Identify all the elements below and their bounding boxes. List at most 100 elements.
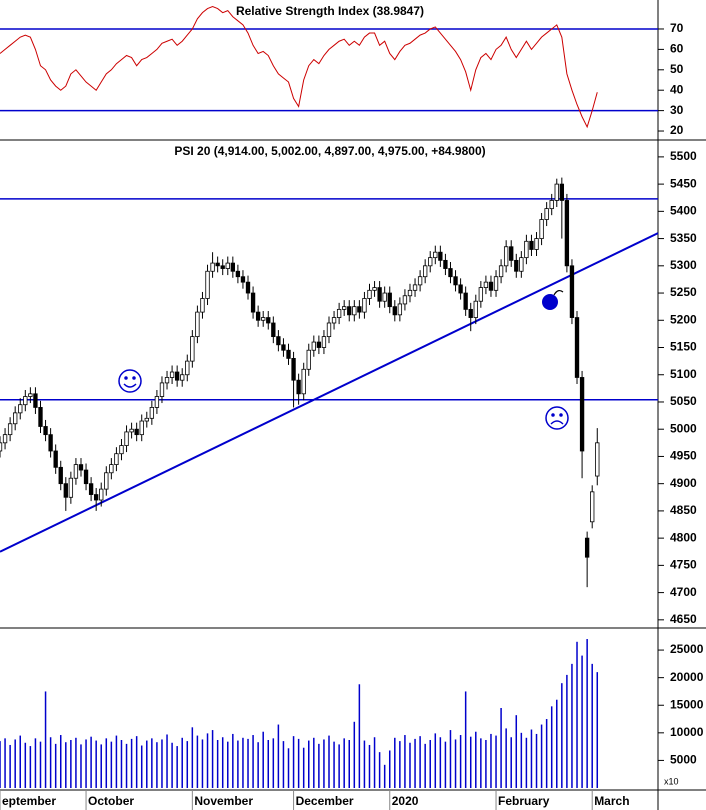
- candle-body: [377, 287, 382, 302]
- candle-body: [164, 377, 170, 384]
- candle-body: [453, 276, 458, 286]
- y-tick-label: 20: [670, 123, 684, 137]
- candle-body: [119, 445, 124, 455]
- volume-bar: [490, 733, 492, 788]
- candle-body: [235, 270, 241, 278]
- volume-bar: [24, 742, 27, 788]
- volume-bar: [151, 738, 153, 788]
- candle-body: [428, 257, 433, 267]
- y-tick-label: 30: [670, 103, 684, 117]
- candle-body: [579, 377, 585, 452]
- x-tick-label: eptember: [2, 794, 56, 808]
- y-tick-label: 10000: [670, 725, 704, 739]
- candle-body: [53, 450, 58, 468]
- candle-body: [357, 306, 362, 313]
- volume-bar: [515, 715, 518, 788]
- volume-bar: [308, 740, 310, 788]
- volume-bar: [449, 730, 452, 788]
- volume-bar: [434, 733, 437, 788]
- candle-body: [114, 453, 119, 466]
- candle-body: [433, 251, 438, 259]
- candle-body: [559, 183, 565, 201]
- candle-body: [13, 412, 18, 425]
- candle-body: [0, 442, 3, 452]
- y-tick-label: 4700: [670, 585, 697, 599]
- volume-bar: [181, 737, 183, 788]
- volume-bar: [444, 741, 447, 788]
- price-title: PSI 20 (4,914.00, 5,002.00, 4,897.00, 4,…: [174, 144, 485, 158]
- volume-bar: [429, 740, 431, 788]
- candle-body: [493, 276, 499, 291]
- candle-body: [266, 317, 271, 324]
- candle-body: [372, 287, 377, 291]
- y-tick-label: 5400: [670, 204, 697, 218]
- volume-bar: [383, 764, 386, 788]
- candle-body: [448, 268, 453, 278]
- volume-bar: [338, 744, 340, 788]
- candle-body: [185, 360, 190, 376]
- y-tick-label: 5350: [670, 231, 697, 245]
- volume-bar: [550, 706, 553, 788]
- volume-bar: [388, 750, 391, 788]
- volume-bar: [156, 742, 158, 788]
- bomb-icon: [542, 289, 564, 310]
- candle-body: [240, 276, 246, 283]
- candle-body: [83, 469, 89, 485]
- candle-body: [88, 483, 94, 495]
- candle-body: [347, 306, 352, 316]
- candle-body: [509, 246, 514, 261]
- y-tick-label: 20000: [670, 670, 704, 684]
- candle-body: [569, 265, 575, 318]
- volume-bar: [4, 738, 6, 788]
- candle-body: [584, 537, 590, 558]
- volume-bar: [186, 741, 189, 788]
- x-tick-label: February: [498, 794, 550, 808]
- volume-bar: [459, 735, 462, 788]
- volume-bar: [505, 728, 507, 788]
- x-tick-label: December: [296, 794, 354, 808]
- volume-bar: [196, 735, 199, 788]
- volume-bar: [135, 736, 138, 788]
- volume-bar: [34, 738, 37, 788]
- volume-bar: [378, 752, 381, 788]
- candle-body: [134, 428, 139, 436]
- candle-body: [539, 219, 544, 239]
- volume-bar: [353, 721, 356, 788]
- volume-bar: [75, 737, 77, 788]
- volume-bar: [166, 734, 168, 788]
- volume-bar: [211, 730, 214, 788]
- volume-bar: [9, 744, 11, 788]
- volume-bar: [358, 684, 361, 788]
- volume-bar: [161, 739, 163, 788]
- volume-bar: [95, 740, 97, 788]
- volume-bar: [566, 674, 568, 788]
- volume-bar: [130, 738, 133, 788]
- candle-body: [554, 183, 559, 201]
- candle-body: [574, 317, 580, 378]
- x-tick-label: November: [194, 794, 253, 808]
- candle-body: [397, 303, 403, 316]
- volume-bar: [581, 655, 583, 788]
- candle-body: [301, 368, 306, 395]
- candle-body: [362, 298, 367, 313]
- volume-bar: [404, 735, 406, 788]
- rsi-line: [0, 5, 598, 129]
- volume-scale-label: x10: [664, 776, 679, 786]
- candle-body: [7, 423, 13, 436]
- volume-bar: [414, 738, 416, 788]
- candle-body: [159, 382, 165, 397]
- volume-bar: [368, 744, 371, 788]
- candle-body: [519, 257, 524, 272]
- candle-body: [291, 358, 296, 381]
- volume-bar: [14, 739, 16, 788]
- candle-body: [109, 464, 114, 474]
- candle-body: [286, 349, 291, 359]
- x-tick-label: March: [594, 794, 629, 808]
- volume-bar: [100, 744, 102, 788]
- candle-body: [78, 464, 84, 471]
- volume-bar: [59, 735, 62, 788]
- candle-body: [352, 306, 357, 316]
- volume-bar: [318, 743, 320, 788]
